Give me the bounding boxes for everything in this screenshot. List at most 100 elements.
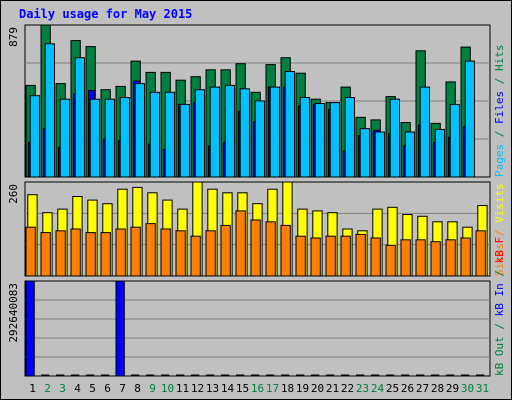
kbytes-ymax-label: 292640083 [7, 283, 20, 343]
bar-sites [460, 237, 471, 277]
x-tick-label: 22 [341, 382, 354, 395]
bar-sites [265, 221, 276, 277]
bar-pages [89, 98, 100, 178]
bar-sites [325, 235, 336, 277]
bar-sites [220, 224, 231, 277]
legend-label: / [493, 263, 506, 283]
x-tick-label: 27 [416, 382, 429, 395]
bar-pages [449, 103, 461, 178]
bar-sites [475, 230, 486, 277]
x-tick-label: 3 [59, 382, 66, 395]
x-tick-label: 5 [89, 382, 96, 395]
bar-kb-in [25, 280, 35, 377]
bar-sites [280, 224, 291, 277]
x-tick-label: 28 [431, 382, 444, 395]
x-tick-label: 4 [74, 382, 81, 395]
bar-sites [175, 230, 186, 277]
bar-sites [40, 232, 51, 277]
bar-pages [239, 88, 250, 178]
bar-pages [164, 91, 175, 178]
x-tick-label: 1 [29, 382, 36, 395]
bar-pages [44, 43, 56, 178]
x-tick-label: 15 [236, 382, 249, 395]
legend-label: Visits [493, 183, 506, 223]
bar-sites [205, 230, 216, 277]
x-tick-label: 25 [386, 382, 399, 395]
hits-files-pages-ymax-label: 879 [7, 27, 20, 47]
x-tick-label: 13 [206, 382, 219, 395]
legend-label: / [493, 71, 506, 91]
bar-sites [250, 219, 261, 277]
x-tick-label: 17 [266, 382, 279, 395]
bar-pages [329, 102, 341, 178]
bar-sites [190, 235, 201, 277]
x-tick-label: 18 [281, 382, 294, 395]
legend-label: / [493, 124, 506, 144]
x-tick-label: 16 [251, 382, 264, 395]
bar-sites [445, 239, 456, 277]
x-tick-label: 7 [119, 382, 126, 395]
bar-sites [295, 235, 306, 277]
bar-sites [235, 210, 246, 277]
x-tick-label: 8 [134, 382, 141, 395]
bar-sites [70, 228, 81, 277]
bar-pages [269, 86, 281, 178]
bar-sites [340, 235, 351, 277]
bar-sites [25, 226, 36, 277]
bar-sites [430, 241, 441, 277]
bar-pages [404, 131, 416, 178]
chart-title: Daily usage for May 2015 [19, 7, 192, 21]
bar-sites [400, 239, 411, 277]
hits-files-pages-legend: Pages / Files / Hits [493, 45, 506, 178]
kbytes-plot-area [24, 280, 491, 377]
bar-pages [134, 83, 145, 178]
x-tick-label: 11 [176, 382, 189, 395]
bar-pages [74, 57, 85, 178]
bar-sites [355, 233, 366, 277]
bar-sites [310, 237, 321, 277]
x-tick-label: 23 [356, 382, 369, 395]
legend-label: Files [493, 91, 506, 124]
bar-sites [130, 226, 141, 277]
bar-sites [385, 244, 396, 277]
x-tick-label: 31 [476, 382, 489, 395]
legend-label: Pages [493, 144, 506, 177]
bar-pages [284, 71, 296, 178]
bar-pages [149, 91, 160, 178]
bar-pages [314, 103, 326, 178]
bar-pages [464, 60, 476, 178]
sites-visits-ymax-label: 260 [7, 184, 20, 204]
bar-sites [115, 228, 126, 277]
x-tick-label: 2 [44, 382, 51, 395]
x-tick-label: 10 [161, 382, 174, 395]
bar-sites [100, 232, 111, 277]
legend-label: kB F [493, 237, 506, 264]
x-tick-label: 30 [461, 382, 474, 395]
x-tick-label: 6 [104, 382, 111, 395]
legend-label: kB Out [493, 336, 506, 376]
x-tick-label: 9 [149, 382, 156, 395]
bar-pages [29, 95, 41, 178]
bar-pages [389, 98, 401, 178]
x-tick-label: 14 [221, 382, 235, 395]
bar-pages [59, 98, 71, 178]
bar-pages [359, 128, 371, 178]
bar-pages [224, 84, 235, 178]
bar-sites [160, 228, 171, 277]
legend-label: Sites [493, 243, 506, 276]
bar-pages [179, 103, 190, 178]
x-tick-label: 19 [296, 382, 309, 395]
x-tick-label: 12 [191, 382, 204, 395]
kbytes-legend: kB Out / kB In / kB F [493, 237, 506, 376]
bar-kb-in [115, 280, 125, 377]
x-tick-label: 29 [446, 382, 459, 395]
bar-pages [299, 97, 311, 178]
bar-sites [415, 239, 426, 277]
bar-sites [55, 230, 66, 277]
bar-pages [104, 98, 115, 178]
bar-pages [419, 86, 431, 178]
bar-pages [434, 128, 446, 178]
bar-pages [344, 97, 356, 178]
